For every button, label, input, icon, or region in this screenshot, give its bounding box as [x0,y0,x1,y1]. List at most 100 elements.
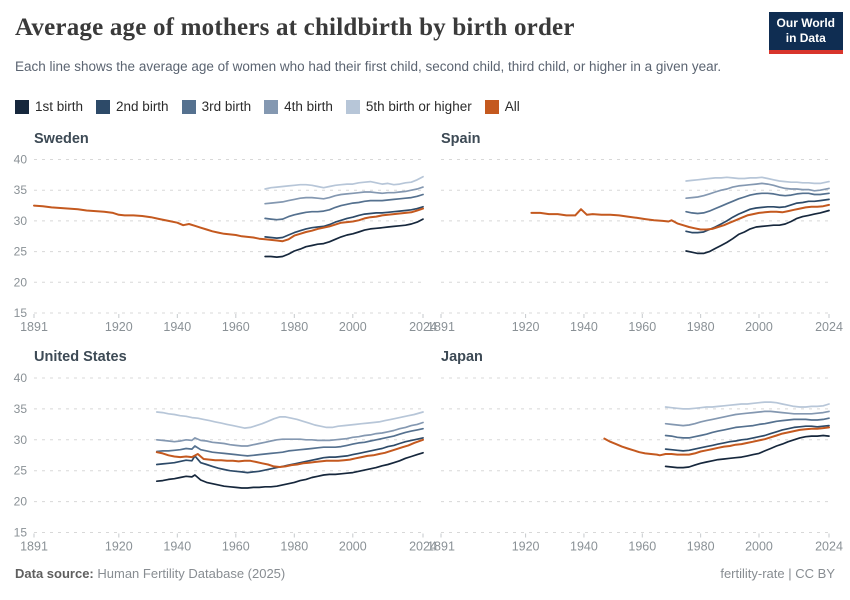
owid-logo[interactable]: Our World in Data [768,12,843,54]
series-line-4th-birth [685,182,830,200]
x-axis-label: 2000 [745,540,773,554]
series-line-1st-birth [664,434,830,469]
y-axis-label: 15 [14,306,28,320]
y-axis-label: 35 [14,183,28,197]
y-axis-label: 25 [14,245,28,259]
owid-logo-line2: in Data [785,31,826,45]
x-axis-label: 1940 [163,320,191,334]
series-line-all [155,438,424,468]
legend-item-label: All [504,99,520,114]
x-axis-label: 1920 [512,320,540,334]
x-axis-label: 1960 [222,320,250,334]
series-line-1st-birth [685,209,830,255]
chart-footer: Data source: Human Fertility Database (2… [15,566,835,581]
legend-swatch-icon [181,99,196,114]
series-line-all [530,203,830,231]
x-axis-label: 1940 [570,320,598,334]
legend-item-1st-birth[interactable]: 1st birth [15,99,83,114]
y-axis-label: 35 [14,402,28,416]
footer-divider: | [788,566,792,581]
data-source-value: Human Fertility Database (2025) [97,566,286,581]
facet-title-spain: Spain [441,131,481,147]
x-axis-label: 1980 [280,320,308,334]
facet-title-japan: Japan [441,349,483,365]
x-axis-label: 1960 [222,540,250,554]
page-title: Average age of mothers at childbirth by … [15,14,575,41]
x-axis-label: 1980 [687,540,715,554]
legend-item-5th-birth-or-higher[interactable]: 5th birth or higher [345,99,472,114]
legend-item-label: 5th birth or higher [365,99,472,114]
series-line-3rd-birth [685,192,830,215]
series-line-3rd-birth [264,193,424,221]
series-line-4th-birth [664,410,830,427]
y-axis-label: 40 [14,153,28,167]
x-axis-label: 1920 [512,540,540,554]
chart-slug: fertility-rate [720,566,785,581]
legend-item-label: 4th birth [284,99,333,114]
legend: 1st birth 2nd birth 3rd birth 4th birth 5th … [15,99,520,114]
legend-item-4th-birth[interactable]: 4th birth [264,99,333,114]
series-line-4th-birth [264,186,424,205]
series-line-1st-birth [155,451,424,489]
facet-title-united-states: United States [34,349,127,365]
series-line-5th-birth-or-higher [264,175,424,190]
x-axis-label: 2000 [339,540,367,554]
series-line-3rd-birth [155,427,424,457]
y-axis-label: 30 [14,433,28,447]
y-axis-label: 25 [14,464,28,478]
y-axis-label: 15 [14,526,28,540]
legend-item-3rd-birth[interactable]: 3rd birth [181,99,252,114]
footer-links: fertility-rate | CC BY [720,566,835,581]
series-line-2nd-birth [664,424,830,452]
x-axis-label: 1920 [105,320,133,334]
series-line-2nd-birth [264,205,424,239]
series-line-1st-birth [264,218,424,258]
legend-swatch-icon [15,99,29,114]
y-axis-label: 20 [14,275,28,289]
legend-swatch-icon [345,99,360,114]
x-axis-label: 2024 [815,540,843,554]
legend-item-2nd-birth[interactable]: 2nd birth [96,99,169,114]
chart-panel-japan: 1891 1920 1940 1960 1980 2000 2024 [427,377,843,554]
license-link[interactable]: CC BY [795,566,835,581]
x-axis-label: 1891 [20,320,48,334]
x-axis-label: 2024 [409,540,437,554]
x-axis-label: 1891 [427,540,455,554]
legend-swatch-icon [96,99,111,114]
y-axis-label: 20 [14,495,28,509]
data-source: Data source: Human Fertility Database (2… [15,566,285,581]
x-axis-label: 1891 [20,540,48,554]
series-line-5th-birth-or-higher [664,401,830,410]
x-axis-label: 2024 [409,320,437,334]
series-line-4th-birth [155,421,424,447]
x-axis-label: 2000 [745,320,773,334]
legend-item-all[interactable]: All [484,99,520,114]
x-axis-label: 1980 [280,540,308,554]
y-axis-label: 30 [14,214,28,228]
facet-title-sweden: Sweden [34,131,89,147]
x-axis-label: 1940 [163,540,191,554]
y-axis-label: 40 [14,371,28,385]
owid-logo-line1: Our World [776,16,835,30]
chart-panel-united-states: 15 20 25 30 35 40 1891 1920 1940 1960 1980 2000 2024 [14,371,437,554]
legend-swatch-icon [264,99,279,114]
chart-panel-spain: 1891 1920 1940 1960 1980 2000 2024 [427,159,843,334]
chart-subtitle: Each line shows the average age of women… [15,59,722,74]
x-axis-label: 1960 [628,540,656,554]
legend-item-label: 3rd birth [201,99,252,114]
series-line-all [33,204,424,243]
x-axis-label: 1891 [427,320,455,334]
series-line-5th-birth-or-higher [155,411,424,429]
x-axis-label: 2024 [815,320,843,334]
series-line-3rd-birth [664,417,830,439]
series-line-all [603,426,830,457]
x-axis-label: 1920 [105,540,133,554]
x-axis-label: 1940 [570,540,598,554]
x-axis-label: 1980 [687,320,715,334]
legend-swatch-icon [484,99,499,114]
legend-item-label: 1st birth [35,99,84,114]
x-axis-label: 1960 [628,320,656,334]
x-axis-label: 2000 [339,320,367,334]
legend-item-label: 2nd birth [116,99,169,114]
